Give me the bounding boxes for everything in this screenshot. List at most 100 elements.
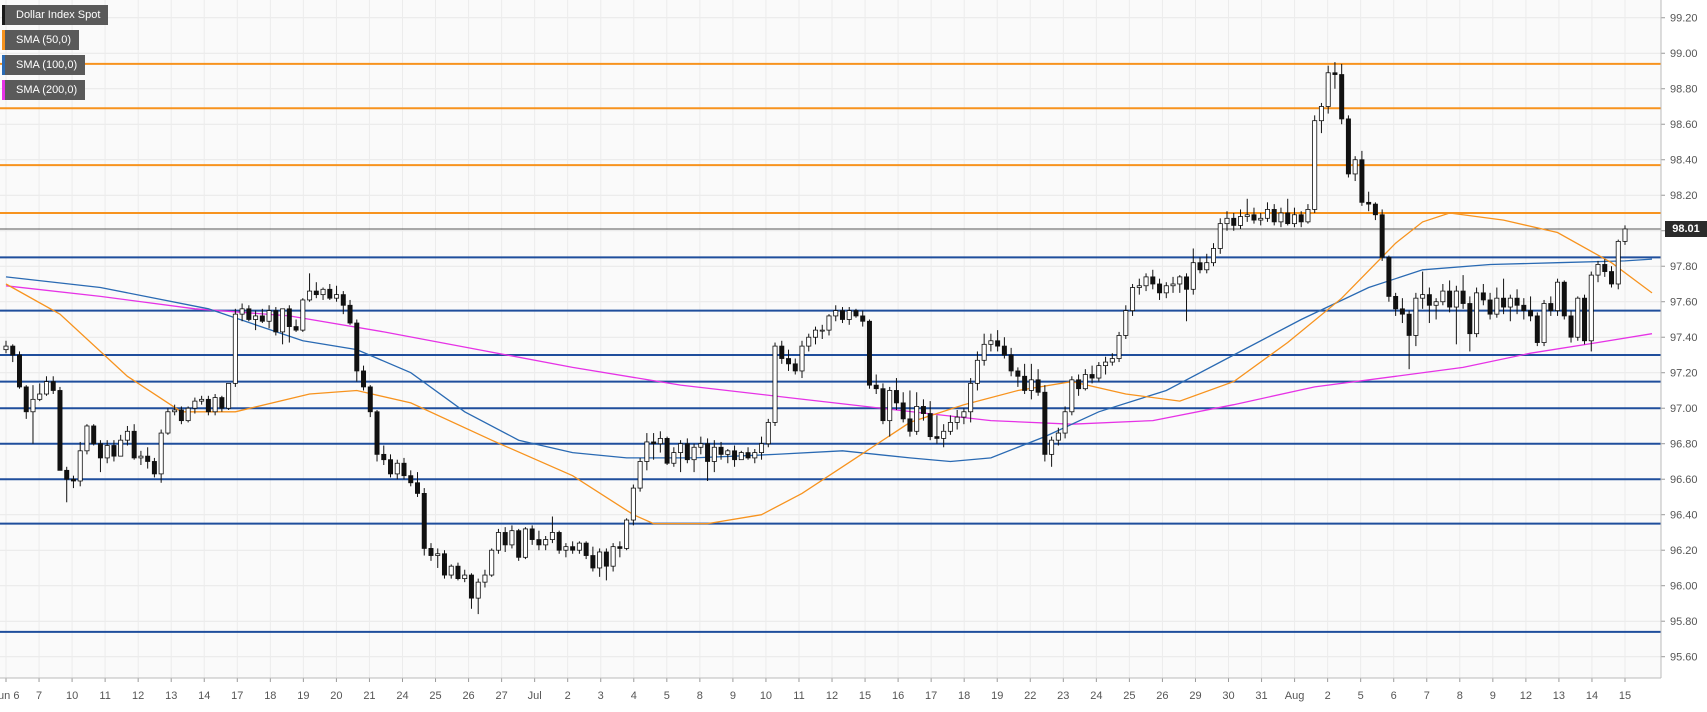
candle-body <box>199 398 205 402</box>
candle <box>320 287 326 300</box>
candle-body <box>185 407 191 422</box>
candle-body <box>23 386 29 413</box>
legend-item-sma100[interactable]: SMA (100,0) <box>2 55 86 75</box>
legend-item-sma50[interactable]: SMA (50,0) <box>2 30 80 50</box>
candle-body <box>1285 212 1291 225</box>
candle <box>17 351 22 389</box>
candle-body <box>361 370 367 388</box>
candle-body <box>644 441 650 462</box>
candle-body <box>489 549 495 576</box>
candle <box>1460 275 1466 309</box>
candle <box>1264 202 1270 222</box>
candle-body <box>1602 264 1608 272</box>
candle <box>1541 299 1547 347</box>
x-tick-label: 14 <box>198 690 210 702</box>
candle-body <box>1426 294 1432 306</box>
candle-body <box>536 539 542 546</box>
candle-body <box>1366 201 1372 205</box>
candle <box>718 441 724 460</box>
x-tick-label: 9 <box>1490 690 1496 702</box>
candle <box>1568 310 1574 343</box>
candle <box>806 333 812 352</box>
candle-body <box>563 546 569 551</box>
candle <box>772 342 778 426</box>
candle <box>819 324 825 339</box>
candle <box>988 333 994 352</box>
candle-body <box>1123 310 1129 336</box>
candle <box>313 282 319 299</box>
candle-body <box>570 546 576 551</box>
candle-body <box>367 386 373 413</box>
candle-body <box>522 528 528 558</box>
candle <box>1123 305 1129 339</box>
candle-body <box>549 532 555 540</box>
candle <box>1393 292 1399 316</box>
candle-body <box>17 354 22 388</box>
candle-body <box>1089 374 1095 379</box>
candle <box>1325 65 1331 114</box>
candle <box>1062 406 1068 439</box>
candle-body <box>158 432 164 475</box>
last-price-badge: 98.01 <box>1665 220 1707 237</box>
candle <box>158 429 164 483</box>
candle <box>651 433 657 460</box>
candle <box>1501 278 1507 315</box>
candle-body <box>111 445 117 457</box>
candle-body <box>657 437 663 445</box>
candle-body <box>468 574 474 599</box>
candle <box>887 386 893 437</box>
candle-body <box>779 345 785 359</box>
candle-body <box>590 555 596 569</box>
legend-item-sma200[interactable]: SMA (200,0) <box>2 80 86 100</box>
candle-body <box>1237 216 1243 226</box>
candle <box>1028 363 1034 400</box>
candle <box>671 447 677 467</box>
candle-body <box>1575 297 1581 338</box>
candle <box>1224 211 1230 231</box>
candle <box>1609 266 1614 288</box>
candle-body <box>239 308 245 315</box>
sma100-line <box>5 258 1653 463</box>
candle <box>367 385 373 418</box>
candle <box>475 578 481 615</box>
candle-body <box>947 422 953 432</box>
candle-body <box>1480 292 1486 301</box>
candle-body <box>1460 290 1466 304</box>
candle <box>77 441 83 487</box>
candle-body <box>1372 203 1378 216</box>
candle <box>1190 248 1196 295</box>
candle-body <box>374 411 380 455</box>
candle-body <box>1501 297 1507 308</box>
candle <box>1318 102 1324 134</box>
candle <box>3 340 9 354</box>
candle <box>462 569 468 583</box>
candle <box>334 285 340 302</box>
candle <box>1089 365 1095 384</box>
legend-item-instrument[interactable]: Dollar Index Spot <box>2 5 109 25</box>
candle-body <box>273 310 279 333</box>
y-tick-label: 96.80 <box>1670 439 1698 451</box>
candle <box>927 401 933 441</box>
candle <box>1399 298 1405 324</box>
candle-body <box>1494 297 1500 315</box>
candle <box>178 406 184 425</box>
candle <box>961 408 967 425</box>
candle <box>10 344 16 363</box>
candle <box>893 378 899 410</box>
candle <box>84 424 90 455</box>
candle-body <box>1264 209 1270 219</box>
candle <box>583 541 589 560</box>
candle-body <box>664 437 670 464</box>
candle <box>934 415 940 444</box>
candle <box>1022 363 1028 395</box>
candle-body <box>1413 297 1419 336</box>
candle-body <box>462 574 468 580</box>
candle <box>786 349 792 371</box>
candle-body <box>873 384 879 390</box>
candle-body <box>1231 217 1237 226</box>
candle-body <box>1022 375 1028 391</box>
candle <box>549 516 555 544</box>
candle-body <box>617 546 623 549</box>
candle <box>361 365 367 391</box>
